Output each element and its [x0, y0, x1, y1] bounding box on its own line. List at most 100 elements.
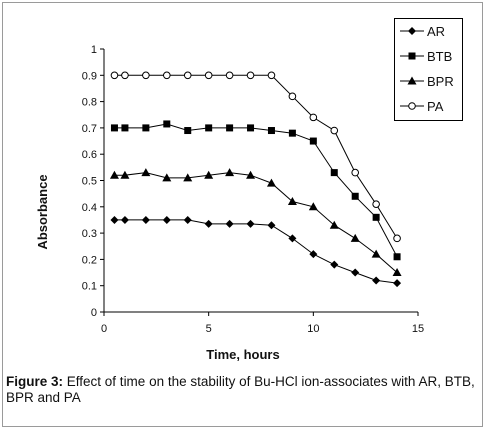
legend-label-pa: PA	[427, 99, 444, 114]
y-tick-label: 0.9	[82, 70, 97, 82]
y-tick-label: 0.2	[82, 254, 97, 266]
data-point-ar	[225, 219, 234, 228]
y-tick-label: 0.6	[82, 149, 97, 161]
data-point-bpr	[392, 268, 402, 277]
legend-label-ar: AR	[427, 24, 445, 39]
figure-caption-text: Effect of time on the stability of Bu-HC…	[6, 374, 475, 405]
data-point-pa	[393, 234, 401, 243]
data-point-ar	[372, 276, 381, 285]
data-point-btb	[110, 124, 118, 132]
series-btb	[110, 120, 401, 261]
y-tick-label: 1	[91, 44, 97, 56]
data-point-bpr	[246, 170, 256, 179]
x-tick-label: 5	[206, 323, 212, 335]
data-point-btb	[309, 137, 317, 145]
data-point-ar	[246, 219, 255, 228]
legend-box	[394, 18, 463, 121]
data-point-pa	[142, 71, 150, 80]
figure-caption: Figure 3: Effect of time on the stabilit…	[6, 374, 478, 406]
data-point-ar	[141, 215, 150, 224]
series-ar	[110, 215, 402, 288]
x-tick-label: 0	[101, 323, 107, 335]
data-point-ar	[309, 250, 318, 259]
data-point-pa	[204, 71, 213, 80]
y-tick-label: 0.4	[82, 202, 97, 214]
data-point-pa	[309, 113, 318, 122]
data-point-pa	[246, 71, 255, 80]
data-point-btb	[351, 192, 359, 200]
x-tick-label: 10	[307, 323, 319, 335]
data-point-pa	[183, 71, 192, 80]
chart-legend: AR BTB BPR PA	[394, 18, 463, 121]
data-point-btb	[372, 213, 380, 221]
data-point-bpr	[308, 202, 318, 211]
legend-marker-bpr	[407, 76, 417, 85]
data-point-bpr	[204, 170, 214, 179]
data-point-ar	[183, 215, 192, 224]
y-tick-label: 0.8	[82, 97, 97, 109]
data-point-pa	[351, 168, 360, 177]
data-point-bpr	[329, 220, 339, 229]
y-tick-label: 0.5	[82, 176, 97, 188]
data-point-ar	[330, 260, 339, 269]
data-point-pa	[225, 71, 234, 80]
data-point-bpr	[141, 168, 151, 177]
data-point-ar	[204, 219, 213, 228]
data-point-pa	[163, 71, 171, 80]
data-point-pa	[372, 200, 380, 208]
series-layer	[109, 71, 402, 288]
data-point-btb	[142, 124, 150, 132]
data-point-ar	[110, 215, 119, 224]
legend-label-bpr: BPR	[427, 74, 454, 89]
x-axis-ticks: 0 5 10 15	[101, 312, 424, 335]
data-point-btb	[121, 124, 129, 132]
data-point-btb	[226, 124, 234, 132]
data-point-bpr	[120, 170, 130, 179]
x-tick-label: 15	[412, 323, 424, 335]
data-point-bpr	[162, 173, 172, 182]
data-point-btb	[205, 124, 213, 132]
y-tick-label: 0.3	[82, 228, 97, 240]
chart-axes	[103, 49, 418, 313]
data-point-btb	[288, 129, 296, 137]
y-tick-label: 0	[91, 307, 97, 319]
y-axis-label: Absorbance	[35, 174, 50, 249]
data-point-ar	[288, 234, 297, 243]
data-point-bpr	[225, 168, 235, 177]
data-point-bpr	[371, 249, 381, 258]
data-point-bpr	[350, 233, 360, 242]
data-point-btb	[393, 253, 401, 261]
line-chart: 0 0.1 0.2 0.3 0.4 0.5 0.6 0.7 0.8 0.9 1 0 5 10 15 Abs…	[35, 18, 463, 362]
data-point-ar	[267, 221, 276, 230]
data-point-pa	[121, 71, 129, 80]
legend-marker-pa	[408, 102, 416, 110]
data-point-bpr	[109, 170, 119, 179]
data-point-bpr	[266, 178, 276, 187]
data-point-pa	[110, 71, 119, 80]
data-point-btb	[267, 127, 275, 135]
data-point-ar	[393, 279, 402, 288]
data-point-pa	[330, 126, 339, 135]
data-point-btb	[330, 169, 338, 177]
series-line-pa	[114, 74, 398, 239]
legend-marker-btb	[408, 52, 416, 60]
legend-marker-ar	[408, 27, 416, 35]
legend-label-btb: BTB	[427, 49, 452, 64]
data-point-pa	[267, 71, 276, 80]
data-point-ar	[120, 215, 129, 224]
data-point-btb	[163, 120, 171, 128]
data-point-bpr	[287, 197, 297, 206]
x-axis-label: Time, hours	[206, 347, 279, 362]
data-point-pa	[288, 92, 297, 101]
y-tick-label: 0.1	[82, 281, 97, 293]
data-point-btb	[184, 127, 192, 135]
figure-label: Figure 3:	[6, 374, 64, 389]
data-point-btb	[247, 124, 255, 132]
series-pa	[110, 71, 401, 243]
y-tick-label: 0.7	[82, 123, 97, 135]
data-point-bpr	[183, 173, 193, 182]
y-axis-ticks: 0 0.1 0.2 0.3 0.4 0.5 0.6 0.7 0.8 0.9 1	[82, 44, 104, 319]
series-line-bpr	[114, 172, 398, 273]
